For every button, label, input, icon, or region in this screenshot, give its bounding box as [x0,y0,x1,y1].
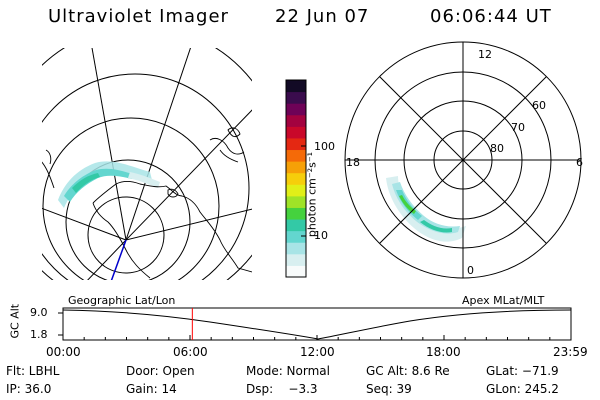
colorbar-swatch [286,103,306,116]
date-label: 22 Jun 07 [275,6,370,27]
mlat-label-80: 80 [490,142,504,155]
colorbar-swatch [286,80,306,93]
latitude-circles [42,48,252,280]
colorbar-swatch [286,161,306,174]
colorbar-swatch [286,195,306,208]
colorbar-swatches [286,80,306,278]
polar-plot [344,41,582,279]
coastlines [42,127,252,279]
colorbar-swatch [286,230,306,243]
door-info: Door: Open [126,364,195,378]
colorbar-swatch [286,253,306,266]
colorbar-swatch [286,91,306,104]
polar-caption: Apex MLat/MLT [462,294,545,307]
colorbar-label-100: 100 [314,140,335,153]
colorbar-swatch [286,149,306,162]
time-label: 06:06:44 UT [430,6,552,27]
timeline-ylabel: GC Alt [8,303,22,339]
orbit-altitude-curve [62,309,572,340]
mlt-label-18: 18 [346,156,360,169]
timeline-xtick-1800: 18:00 [426,345,461,359]
gc-alt-info: GC Alt: 8.6 Re [366,364,450,378]
instrument-title: Ultraviolet Imager [48,6,229,27]
terminator-line [110,239,127,280]
colorbar-swatch [286,265,306,278]
gain-info: Gain: 14 [126,382,177,396]
timeline-xtick-0000: 00:00 [46,345,81,359]
auroral-emission [58,161,160,208]
ip-info: IP: 36.0 [6,382,52,396]
colorbar-swatch [286,242,306,255]
polar-auroral-emission [386,176,466,242]
dsp-info: Dsp: −3.3 [246,382,318,396]
seq-info: Seq: 39 [366,382,412,396]
meridians [42,48,252,280]
colorbar-swatch [286,126,306,139]
colorbar-swatch [286,207,306,220]
colorbar [285,79,307,278]
timeline-ticks [62,335,572,340]
timeline [58,307,572,341]
timeline-ytick-bottom: 1.8 [30,328,48,341]
colorbar-units: photon cm⁻²s⁻¹ [305,151,319,238]
mlt-label-12: 12 [478,48,492,61]
timeline-xtick-0600: 06:00 [173,345,208,359]
colorbar-swatch [286,172,306,185]
colorbar-swatch [286,219,306,232]
geo-map-caption: Geographic Lat/Lon [68,294,176,307]
colorbar-swatch [286,114,306,127]
timeline-xtick-2359: 23:59 [553,345,588,359]
glon-info: GLon: 245.2 [486,382,559,396]
timeline-xtick-1200: 12:00 [300,345,335,359]
colorbar-label-10: 10 [314,229,328,242]
glat-info: GLat: −71.9 [486,364,559,378]
timeline-ytick-top: 9.0 [30,306,48,319]
mode-info: Mode: Normal [246,364,330,378]
colorbar-swatch [286,184,306,197]
mlt-label-0: 0 [467,264,474,277]
mlat-label-70: 70 [511,121,525,134]
mlt-label-6: 6 [576,156,583,169]
colorbar-swatch [286,137,306,151]
mlat-label-60: 60 [532,99,546,112]
geographic-map [42,48,252,280]
filter-info: Flt: LBHL [6,364,60,378]
